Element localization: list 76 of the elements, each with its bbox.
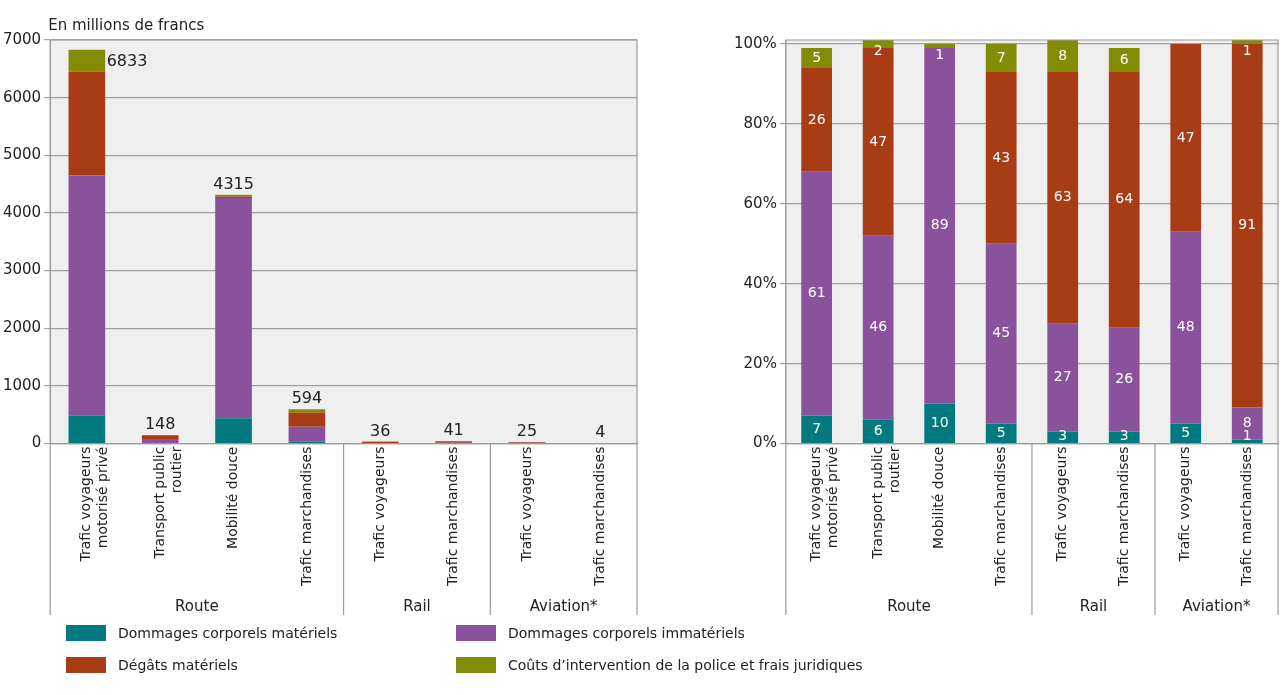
data-label: 6 xyxy=(873,421,883,438)
x-tick-label: Trafic marchandises xyxy=(444,446,461,588)
data-label: 47 xyxy=(1176,128,1195,145)
y-tick-label: 60% xyxy=(743,193,777,212)
y-axis-title: En millions de francs xyxy=(48,16,205,35)
data-label: 5 xyxy=(1181,423,1191,440)
y-tick-label: 100% xyxy=(733,33,777,52)
data-label: 26 xyxy=(807,110,826,127)
total-label: 41 xyxy=(443,420,464,440)
total-label: 594 xyxy=(291,388,323,408)
legend-label: Coûts d’intervention de la police et frais juridiques xyxy=(508,657,863,673)
data-label: 91 xyxy=(1238,216,1257,233)
y-tick-label: 5000 xyxy=(2,145,42,164)
x-tick-label: Trafic marchandises xyxy=(297,446,314,588)
data-label: 64 xyxy=(1115,190,1134,207)
data-label: 2 xyxy=(873,41,883,58)
y-tick-label: 20% xyxy=(743,353,777,372)
x-tick-label: Trafic voyageurs xyxy=(1176,446,1193,563)
data-label: 43 xyxy=(992,148,1011,165)
y-tick-label: 4000 xyxy=(2,202,42,221)
total-label: 36 xyxy=(370,420,391,440)
y-tick-label: 80% xyxy=(743,113,777,132)
data-label: 1 xyxy=(1242,41,1252,58)
total-label: 25 xyxy=(516,421,538,441)
text: Route xyxy=(175,597,219,616)
text: Rail xyxy=(403,597,431,616)
y-tick-label: 0% xyxy=(753,433,777,452)
data-label: 7 xyxy=(812,419,822,436)
text: Aviation* xyxy=(529,597,599,616)
data-label: 5 xyxy=(812,48,822,65)
text: Aviation* xyxy=(1182,597,1251,616)
x-tick-label: Trafic marchandises xyxy=(1114,446,1131,588)
data-label: 27 xyxy=(1053,368,1072,385)
y-tick-label: 40% xyxy=(743,273,777,292)
x-tick-label: Mobilité douce xyxy=(930,446,947,549)
data-label: 26 xyxy=(1115,370,1134,387)
x-tick-label: Transport public routier xyxy=(150,446,184,560)
total-label: 4 xyxy=(595,422,606,442)
total-label: 4315 xyxy=(213,173,254,193)
data-label: 46 xyxy=(869,318,888,335)
data-label: 1 xyxy=(935,45,945,62)
x-tick-label: Trafic marchandises xyxy=(1237,446,1254,588)
y-tick-label: 7000 xyxy=(2,29,42,48)
data-label: 5 xyxy=(996,423,1006,440)
data-label: 47 xyxy=(869,132,888,149)
legend-label: Dommages corporels immatériels xyxy=(508,625,745,641)
data-label: 6 xyxy=(1119,50,1129,67)
data-label: 7 xyxy=(996,48,1006,65)
x-tick-label: Trafic voyageurs xyxy=(517,446,534,563)
y-tick-label: 3000 xyxy=(2,260,42,279)
total-label: 6833 xyxy=(106,50,148,70)
legend-label: Dommages corporels matériels xyxy=(118,625,338,641)
x-tick-label: Trafic voyageurs motorisé privé xyxy=(807,446,841,563)
text: Route xyxy=(887,597,931,616)
y-tick-label: 1000 xyxy=(2,375,42,394)
data-label: 3 xyxy=(1058,426,1068,443)
data-label: 45 xyxy=(992,324,1011,341)
data-label: 48 xyxy=(1176,318,1195,335)
x-tick-label: Mobilité douce xyxy=(224,446,241,549)
y-tick-label: 6000 xyxy=(2,87,42,106)
x-tick-label: Trafic marchandises xyxy=(991,446,1008,588)
y-tick-label: 2000 xyxy=(2,318,42,337)
x-tick-label: Trafic voyageurs xyxy=(1053,446,1070,563)
y-tick-label: 0 xyxy=(31,433,42,452)
x-tick-label: Trafic voyageurs xyxy=(370,446,387,563)
x-tick-label: Trafic voyageurs motorisé privé xyxy=(77,446,111,563)
data-label: 10 xyxy=(930,413,949,430)
data-label: 89 xyxy=(930,216,949,233)
data-label: 8 xyxy=(1058,46,1068,63)
total-label: 148 xyxy=(144,414,176,434)
data-label: 61 xyxy=(807,284,826,301)
data-label: 63 xyxy=(1053,188,1072,205)
legend-label: Dégâts matériels xyxy=(118,657,238,673)
data-label: 3 xyxy=(1119,426,1129,443)
text: Rail xyxy=(1079,597,1108,616)
x-tick-label: Trafic marchandises xyxy=(590,446,607,588)
